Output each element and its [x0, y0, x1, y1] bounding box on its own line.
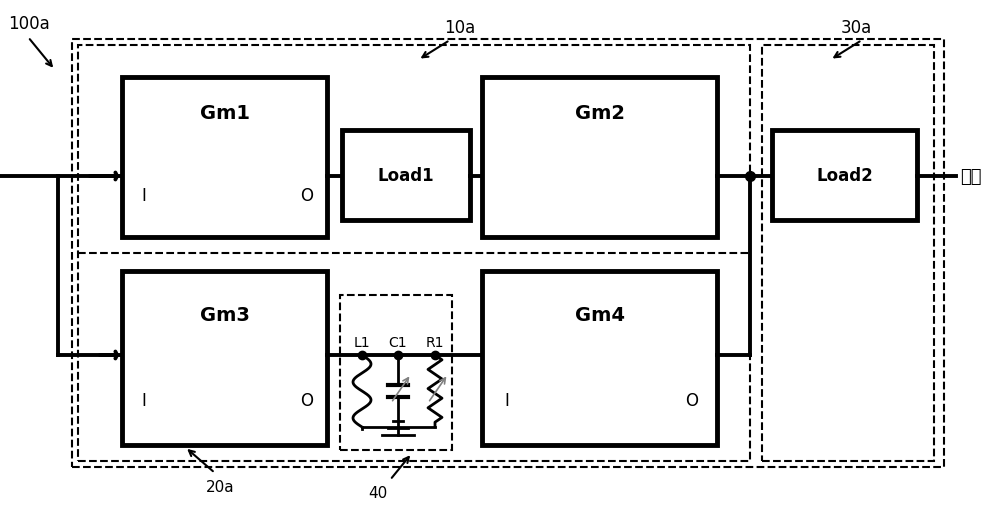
Text: O: O [300, 391, 314, 409]
Bar [342, 131, 470, 221]
Text: 40: 40 [368, 485, 388, 500]
Text: O: O [686, 391, 698, 409]
Bar [772, 131, 917, 221]
Text: Gm4: Gm4 [574, 306, 624, 324]
Text: I: I [505, 391, 509, 409]
Text: I: I [142, 187, 146, 205]
Text: L1: L1 [354, 335, 370, 349]
Text: Gm1: Gm1 [200, 104, 250, 122]
Text: 100a: 100a [8, 15, 50, 33]
Bar [78, 46, 750, 461]
Bar [122, 78, 327, 237]
Text: 30a: 30a [841, 19, 872, 37]
Bar [482, 272, 717, 445]
Text: Gm2: Gm2 [574, 104, 624, 122]
Text: I: I [142, 391, 146, 409]
Bar [72, 40, 944, 467]
Text: 输出: 输出 [960, 168, 981, 186]
Text: Gm3: Gm3 [200, 306, 249, 324]
Bar [482, 78, 717, 237]
Text: Load2: Load2 [816, 167, 873, 185]
Text: Load1: Load1 [378, 167, 434, 185]
Text: R1: R1 [426, 335, 444, 349]
Text: O: O [300, 187, 314, 205]
Bar [340, 295, 452, 450]
Text: 20a: 20a [206, 480, 234, 494]
Bar [762, 46, 934, 461]
Bar [122, 272, 327, 445]
Text: C1: C1 [389, 335, 407, 349]
Text: 10a: 10a [444, 19, 476, 37]
